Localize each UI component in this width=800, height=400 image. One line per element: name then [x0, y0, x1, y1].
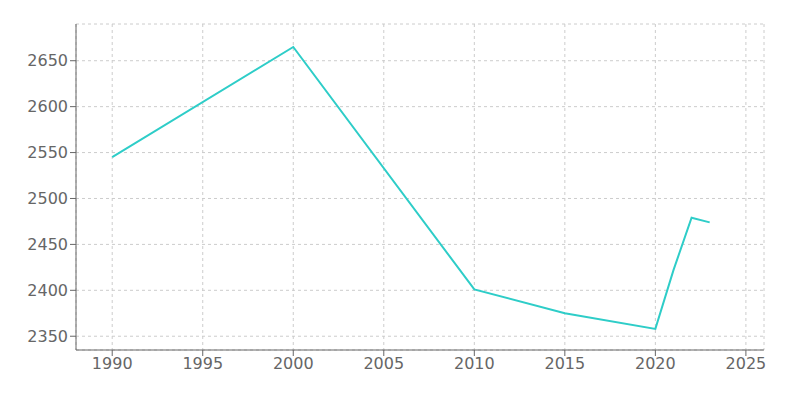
svg-text:2400: 2400 — [27, 281, 68, 300]
svg-text:2010: 2010 — [454, 354, 495, 373]
svg-text:1990: 1990 — [92, 354, 133, 373]
svg-text:2600: 2600 — [27, 97, 68, 116]
svg-text:2015: 2015 — [544, 354, 585, 373]
svg-text:2005: 2005 — [363, 354, 404, 373]
svg-text:2450: 2450 — [27, 235, 68, 254]
svg-text:2500: 2500 — [27, 189, 68, 208]
svg-text:2350: 2350 — [27, 327, 68, 346]
svg-text:2550: 2550 — [27, 143, 68, 162]
svg-text:2000: 2000 — [273, 354, 314, 373]
svg-text:2025: 2025 — [726, 354, 767, 373]
svg-text:2020: 2020 — [635, 354, 676, 373]
svg-text:1995: 1995 — [182, 354, 223, 373]
svg-text:2650: 2650 — [27, 51, 68, 70]
